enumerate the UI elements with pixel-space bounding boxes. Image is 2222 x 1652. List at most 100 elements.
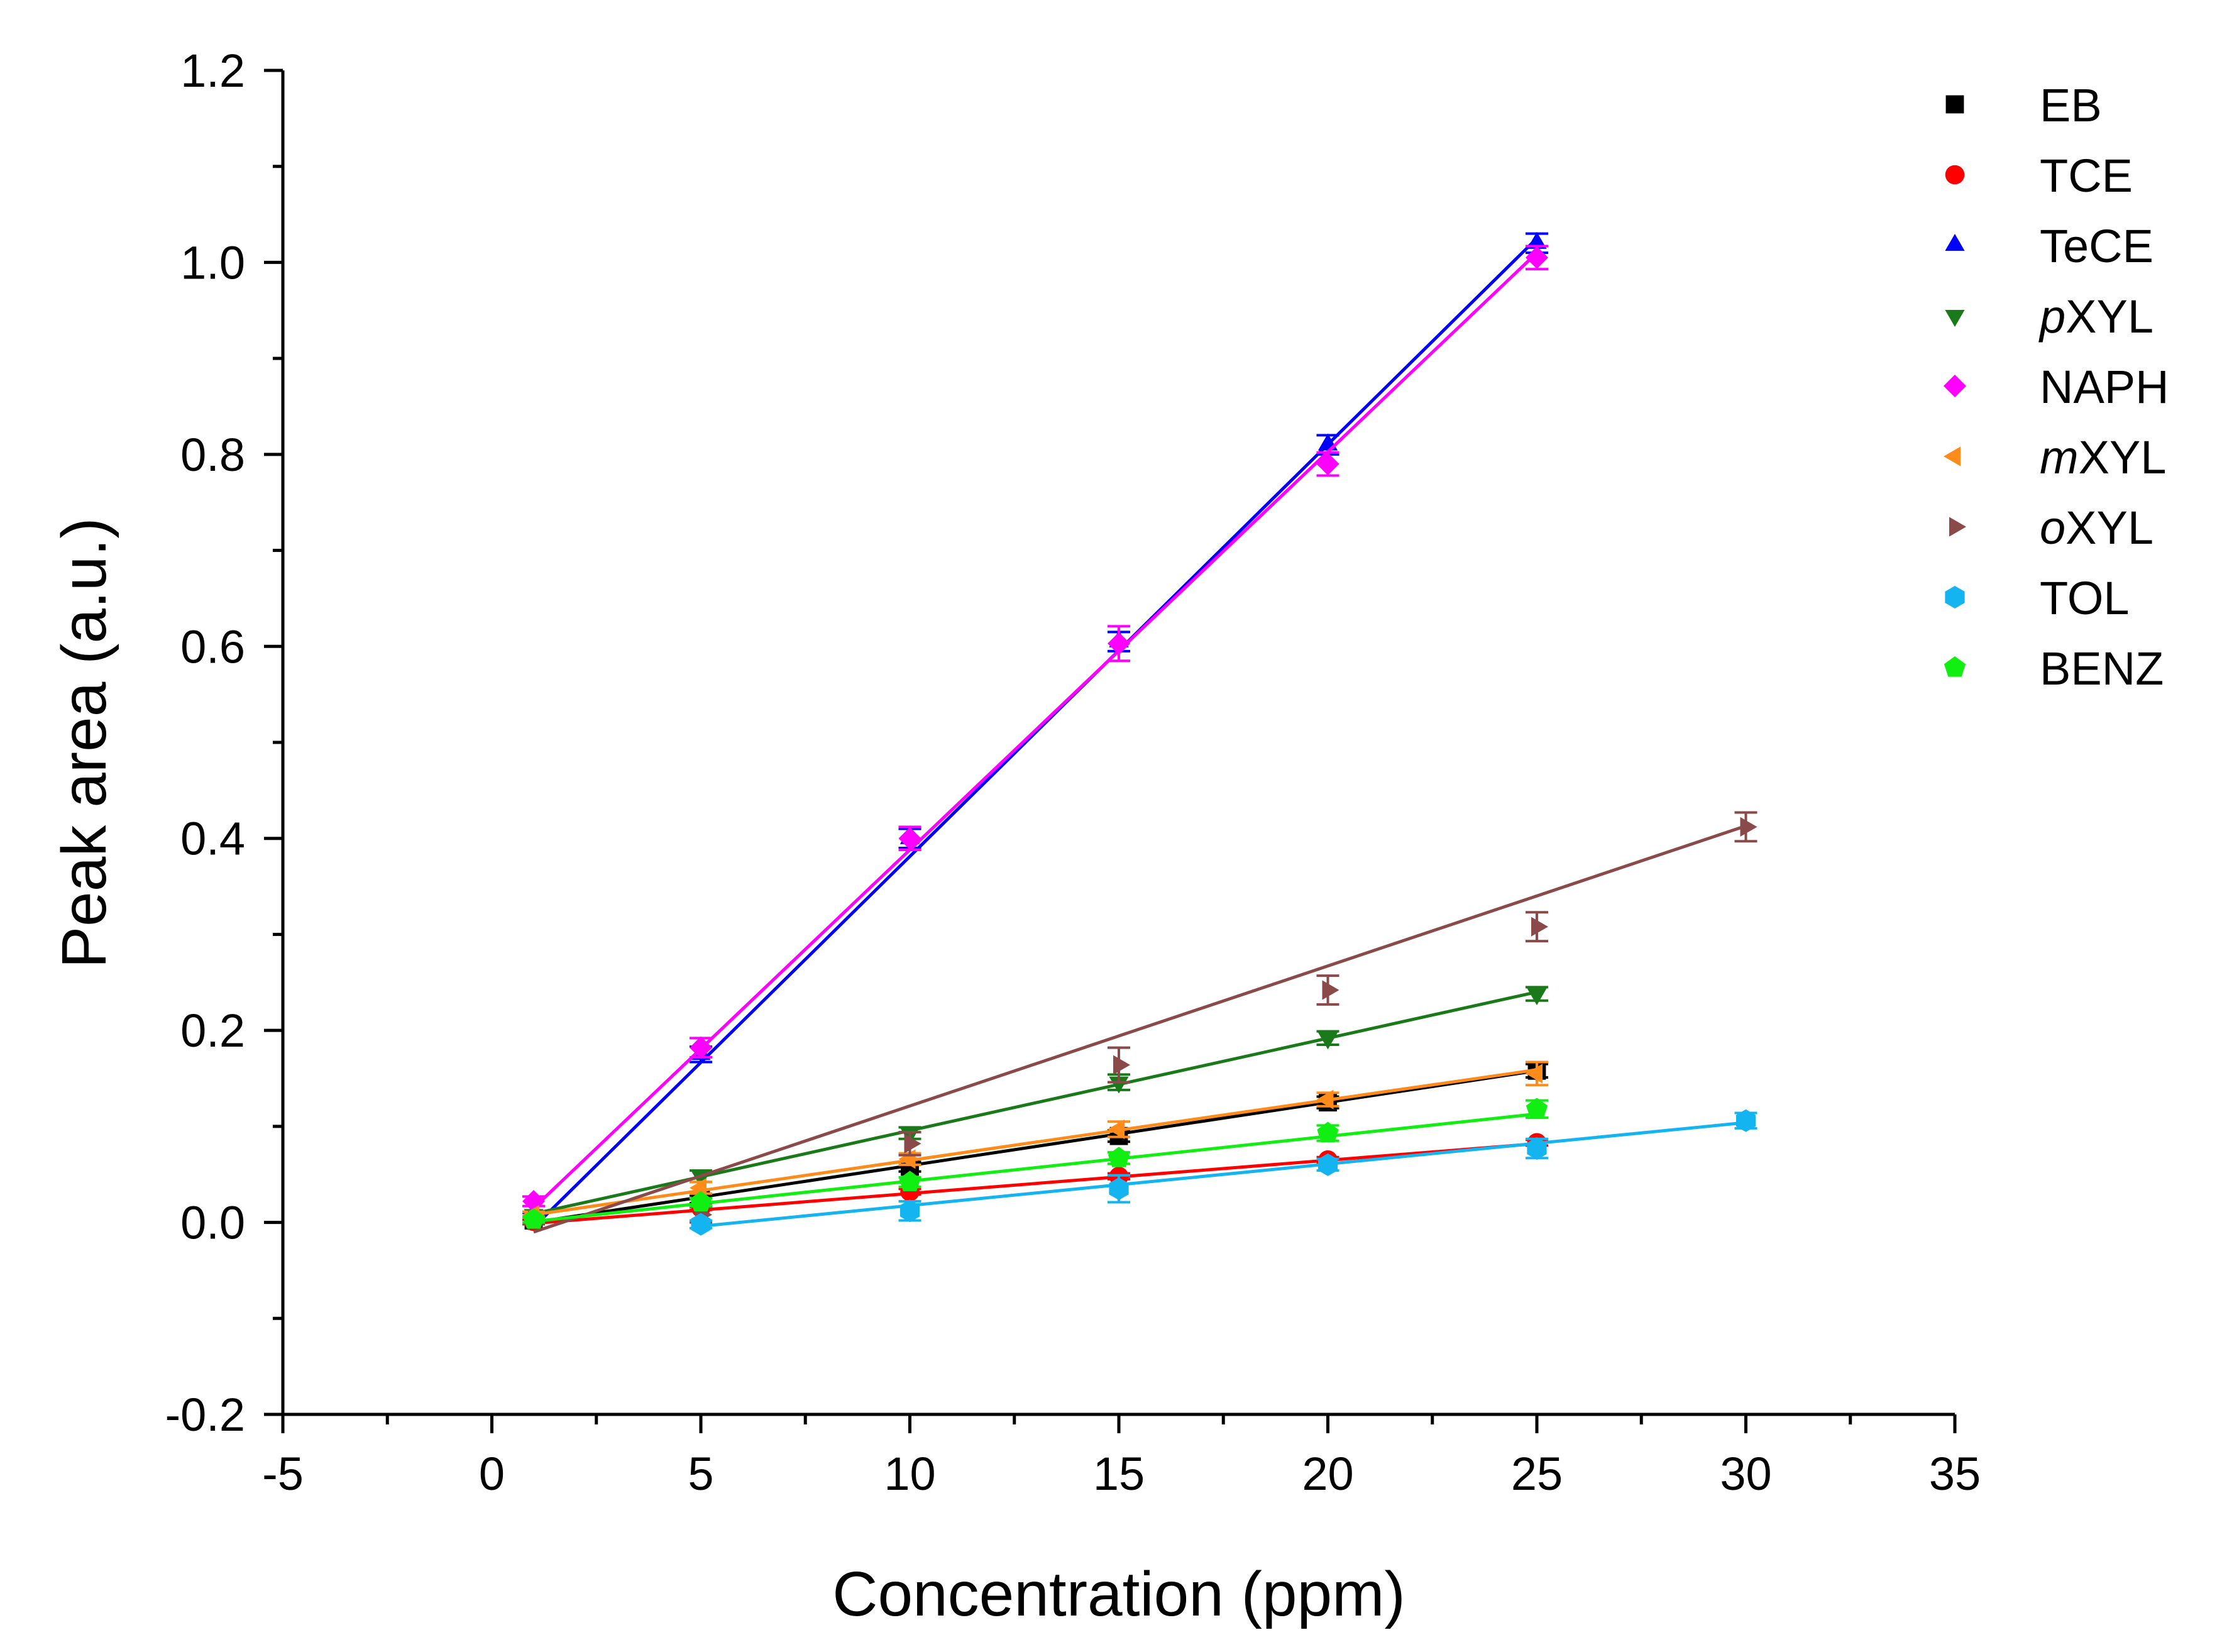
data-point <box>899 1170 921 1191</box>
series-layer <box>522 231 1757 1236</box>
y-tick-label: 0.0 <box>180 1197 245 1249</box>
y-tick-label: 0.2 <box>180 1005 245 1057</box>
data-point <box>1317 1032 1338 1050</box>
legend-entry-naph: NAPH <box>1944 361 2169 413</box>
y-tick-label: 1.0 <box>180 236 245 289</box>
data-point <box>904 1133 921 1154</box>
x-tick-label: 20 <box>1302 1448 1353 1500</box>
data-point <box>1526 1098 1548 1118</box>
legend-label-prefix: p <box>2038 290 2065 343</box>
series-benz <box>522 1098 1548 1229</box>
y-tick-label: -0.2 <box>165 1389 245 1441</box>
legend-label-text: TeCE <box>2040 220 2153 272</box>
data-point <box>1322 980 1339 1000</box>
legend-marker <box>1945 234 1965 251</box>
legend-label: BENZ <box>2040 642 2164 695</box>
x-tick-label: 10 <box>884 1448 935 1500</box>
y-tick-label: 1.2 <box>180 45 245 97</box>
legend-marker <box>1944 446 1961 466</box>
legend-entry-pxyl: pXYL <box>1945 290 2153 343</box>
legend-label: TeCE <box>2040 220 2153 272</box>
data-point <box>522 1208 545 1229</box>
legend-label-text: XYL <box>2065 502 2153 554</box>
legend-label-text: BENZ <box>2040 642 2164 695</box>
x-tick-label: 0 <box>479 1448 505 1500</box>
series-pxyl <box>522 986 1548 1226</box>
fit-line <box>700 1121 1746 1228</box>
legend-label-text: EB <box>2040 79 2102 131</box>
data-point <box>1527 988 1547 1006</box>
data-point <box>1108 1119 1125 1139</box>
data-point <box>1531 917 1548 937</box>
data-point <box>899 1199 920 1223</box>
x-tick-label: 35 <box>1929 1448 1981 1500</box>
legend-marker <box>1945 165 1965 185</box>
data-point <box>1526 246 1548 269</box>
legend-label: TOL <box>2040 572 2130 624</box>
legend-entry-tce: TCE <box>1945 150 2133 202</box>
legend-label: EB <box>2040 79 2102 131</box>
data-point <box>1108 632 1130 655</box>
legend-label-prefix: o <box>2040 502 2065 554</box>
fit-line <box>533 1142 1537 1225</box>
series-tol <box>690 1109 1757 1236</box>
legend-entry-oxyl: oXYL <box>1949 502 2153 554</box>
legend-label-text: NAPH <box>2040 361 2169 413</box>
data-point <box>690 1036 712 1059</box>
legend-label-prefix: m <box>2040 431 2079 483</box>
y-tick-label: 0.6 <box>180 620 245 673</box>
data-point <box>1317 1153 1338 1176</box>
data-point <box>1317 1121 1339 1143</box>
data-point <box>1109 1076 1129 1094</box>
y-tick-label: 0.4 <box>180 813 245 865</box>
legend-label: pXYL <box>2038 290 2153 343</box>
x-tick-label: 25 <box>1511 1448 1563 1500</box>
legend-entry-mxyl: mXYL <box>1944 431 2167 483</box>
axes: -5 0 5 10 15 20 25 30 35 -0.2 0.0 0.2 0.4 0.6 0.8 1.0 1.… <box>165 45 1981 1500</box>
fit-line <box>532 237 1538 1228</box>
data-point <box>1113 1055 1130 1075</box>
x-tick-label: 30 <box>1720 1448 1771 1500</box>
y-tick-label: 0.8 <box>180 429 245 481</box>
legend-entry-eb: EB <box>1945 79 2102 131</box>
fit-line <box>533 824 1747 1234</box>
legend-label-text: XYL <box>2065 290 2153 343</box>
legend-marker <box>1945 95 1964 114</box>
legend-entry-benz: BENZ <box>1944 642 2164 695</box>
legend-label-text: TOL <box>2040 572 2130 624</box>
x-axis-title: Concentration (ppm) <box>832 1559 1405 1629</box>
legend-label: oXYL <box>2040 502 2153 554</box>
x-tick-label: 5 <box>688 1448 713 1500</box>
data-point <box>1527 1137 1547 1160</box>
data-point <box>1316 1089 1334 1110</box>
legend-marker <box>1949 517 1966 537</box>
legend-entry-tol: TOL <box>1945 572 2130 624</box>
legend-marker <box>1945 586 1965 608</box>
data-point <box>1526 1064 1543 1084</box>
legend-label-text: XYL <box>2079 431 2167 483</box>
data-point <box>690 1191 712 1212</box>
series-naph <box>522 245 1548 1213</box>
data-point <box>1316 453 1339 476</box>
series-oxyl <box>522 811 1757 1234</box>
x-tick-label: 15 <box>1093 1448 1145 1500</box>
legend-entry-tece: TeCE <box>1945 220 2153 272</box>
data-point <box>691 1213 711 1236</box>
data-point <box>1527 231 1547 249</box>
legend-label-text: TCE <box>2040 150 2133 202</box>
legend-label: NAPH <box>2040 361 2169 413</box>
legend-label: TCE <box>2040 150 2133 202</box>
fit-line <box>533 1112 1537 1223</box>
legend-marker <box>1944 656 1966 677</box>
data-point <box>1109 1177 1129 1201</box>
fit-line <box>533 1069 1537 1225</box>
legend-marker <box>1945 310 1965 327</box>
legend-marker <box>1944 375 1966 397</box>
data-point <box>1108 1147 1130 1167</box>
data-point <box>1740 817 1757 837</box>
legend-label: mXYL <box>2040 431 2167 483</box>
data-point <box>898 827 921 850</box>
y-axis-title: Peak area (a.u.) <box>49 517 119 968</box>
